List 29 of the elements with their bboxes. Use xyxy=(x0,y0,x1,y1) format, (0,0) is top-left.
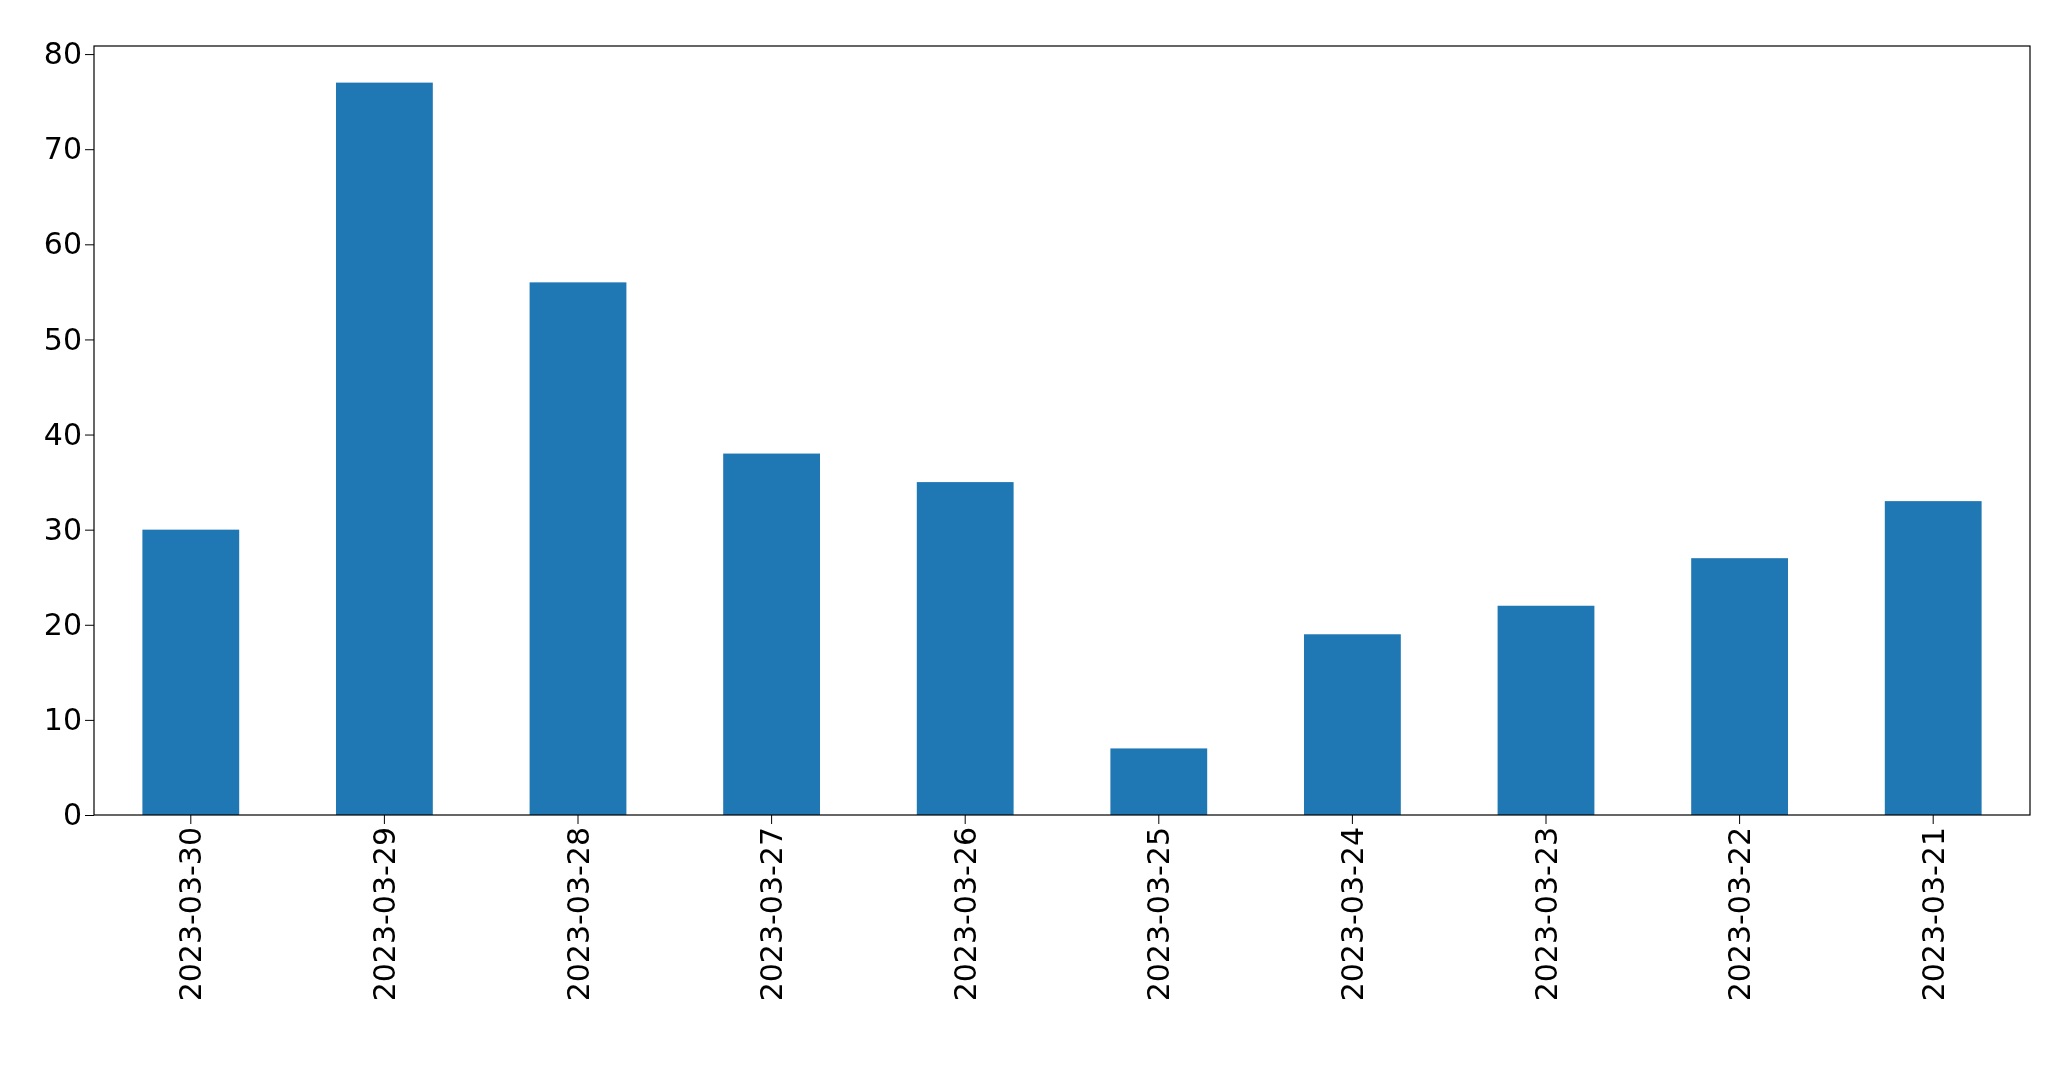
bar xyxy=(1884,501,1982,815)
bar xyxy=(1691,558,1788,815)
bar xyxy=(916,482,1014,815)
y-tick-label: 30 xyxy=(43,511,82,547)
y-tick-label: 80 xyxy=(43,36,82,72)
x-tick-label: 2023-03-22 xyxy=(1722,827,1758,1002)
bar xyxy=(1304,634,1401,815)
bar xyxy=(529,282,627,815)
y-tick-label: 0 xyxy=(62,797,82,833)
x-tick-label: 2023-03-29 xyxy=(366,827,402,1002)
bar xyxy=(1497,605,1595,815)
x-tick-label: 2023-03-23 xyxy=(1528,827,1564,1002)
x-tick-label: 2023-03-25 xyxy=(1141,827,1177,1002)
x-tick-label: 2023-03-21 xyxy=(1915,827,1951,1002)
bar xyxy=(1110,748,1208,815)
bar xyxy=(723,453,820,815)
x-tick-label: 2023-03-27 xyxy=(754,827,790,1002)
y-tick-label: 50 xyxy=(43,321,82,357)
y-tick-label: 70 xyxy=(43,131,82,167)
x-tick-label: 2023-03-30 xyxy=(173,827,209,1002)
y-tick-label: 40 xyxy=(43,416,82,452)
y-tick-label: 10 xyxy=(43,701,82,737)
y-tick-label: 60 xyxy=(43,226,82,262)
bar xyxy=(336,82,433,815)
y-tick-label: 20 xyxy=(43,606,82,642)
x-tick-label: 2023-03-24 xyxy=(1334,827,1370,1002)
x-tick-label: 2023-03-28 xyxy=(560,827,596,1002)
bar xyxy=(142,529,240,815)
x-tick-label: 2023-03-26 xyxy=(947,827,983,1002)
